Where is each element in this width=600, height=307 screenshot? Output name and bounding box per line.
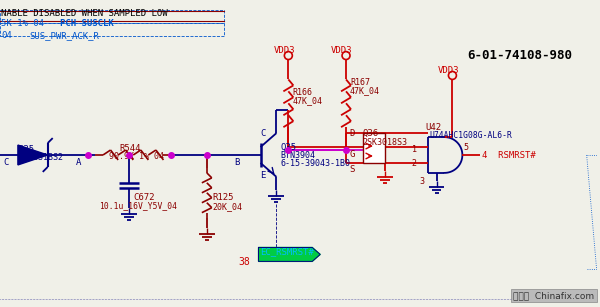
Text: 04: 04 <box>1 31 12 40</box>
Text: S: S <box>349 165 355 174</box>
Polygon shape <box>259 247 320 261</box>
Text: 90.9K 1% 04: 90.9K 1% 04 <box>109 152 164 161</box>
Text: U74AHC1G08G-AL6-R: U74AHC1G08G-AL6-R <box>430 131 512 140</box>
Text: 5K 1% 04: 5K 1% 04 <box>1 19 44 28</box>
Text: 47K_04: 47K_04 <box>292 96 322 105</box>
Text: 2SK3018S3: 2SK3018S3 <box>363 138 408 147</box>
Bar <box>0 10 224 23</box>
Text: 10.1u_16V_Y5V_04: 10.1u_16V_Y5V_04 <box>100 201 178 210</box>
Text: R125: R125 <box>213 193 234 202</box>
Text: 5: 5 <box>463 143 469 152</box>
Text: B: B <box>235 158 240 167</box>
Text: PCH SUSCLK: PCH SUSCLK <box>59 19 113 28</box>
Text: R167: R167 <box>350 78 370 87</box>
Text: 4  RSMRST#: 4 RSMRST# <box>482 151 536 160</box>
Text: 6-15-39043-1B0: 6-15-39043-1B0 <box>280 159 350 168</box>
Text: NABLE DISABLED WHEN SAMPLED LOW: NABLE DISABLED WHEN SAMPLED LOW <box>1 9 167 18</box>
Text: SUS_PWR_ACK_R: SUS_PWR_ACK_R <box>30 31 100 40</box>
Text: ZD5231BS2: ZD5231BS2 <box>18 153 63 162</box>
Text: 迅维网  Chinafix.com: 迅维网 Chinafix.com <box>514 291 595 300</box>
Text: 3: 3 <box>419 177 425 186</box>
Text: VDD3: VDD3 <box>331 46 353 55</box>
Text: 2: 2 <box>412 159 416 168</box>
Text: 20K_04: 20K_04 <box>213 202 243 211</box>
Text: Q36: Q36 <box>363 129 379 138</box>
Text: 38: 38 <box>239 257 250 267</box>
Text: R166: R166 <box>292 88 313 97</box>
Polygon shape <box>18 145 48 165</box>
Text: D35: D35 <box>18 145 34 154</box>
Bar <box>0 23 224 36</box>
Text: E: E <box>260 171 266 180</box>
Text: R544: R544 <box>119 144 141 153</box>
Text: VDD3: VDD3 <box>274 46 295 55</box>
Text: Q35: Q35 <box>280 143 296 152</box>
Text: VDD3: VDD3 <box>437 65 459 75</box>
Bar <box>363 133 385 163</box>
Text: 1: 1 <box>412 145 416 154</box>
Text: U42: U42 <box>425 123 442 132</box>
Text: A: A <box>76 158 81 167</box>
Text: 6-01-74108-980: 6-01-74108-980 <box>467 49 572 62</box>
Text: BTN3904: BTN3904 <box>280 151 316 160</box>
Text: C: C <box>3 158 8 167</box>
Text: EC_RSMRST#: EC_RSMRST# <box>260 247 314 256</box>
Text: C: C <box>260 129 266 138</box>
Text: 47K_04: 47K_04 <box>350 86 380 95</box>
Text: C672: C672 <box>133 193 155 202</box>
Text: D: D <box>349 129 355 138</box>
Text: G: G <box>349 150 355 159</box>
